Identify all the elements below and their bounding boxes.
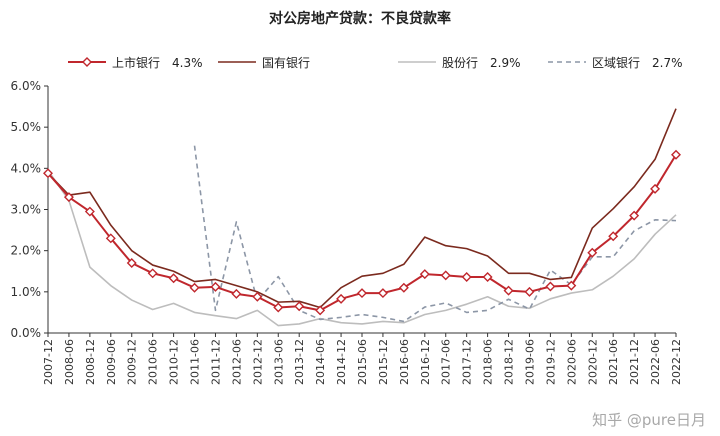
legend-label: 国有银行 xyxy=(262,56,310,70)
data-point-marker xyxy=(587,247,598,258)
legend-label: 股份行 xyxy=(442,56,478,70)
data-point-marker xyxy=(315,305,326,316)
data-point-marker xyxy=(168,273,179,284)
x-tick-label: 2020-06 xyxy=(565,339,578,385)
y-tick-label: 0.0% xyxy=(11,326,42,340)
y-tick-label: 5.0% xyxy=(11,120,42,134)
x-tick-label: 2018-12 xyxy=(503,339,516,385)
x-tick-label: 2008-12 xyxy=(84,339,97,385)
data-point-marker xyxy=(419,269,430,280)
data-point-marker xyxy=(566,280,577,291)
x-tick-label: 2017-12 xyxy=(461,339,474,385)
x-tick-label: 2014-12 xyxy=(335,339,348,385)
y-tick-label: 2.0% xyxy=(11,244,42,258)
x-tick-label: 2015-06 xyxy=(356,339,369,385)
y-tick-label: 6.0% xyxy=(11,79,42,93)
data-point-marker xyxy=(608,231,619,242)
data-point-marker xyxy=(210,281,221,292)
y-tick-label: 3.0% xyxy=(11,203,42,217)
x-tick-label: 2016-06 xyxy=(398,339,411,385)
legend-label: 区域银行 xyxy=(592,56,640,70)
x-tick-label: 2007-12 xyxy=(42,339,55,385)
data-point-marker xyxy=(398,282,409,293)
data-point-marker xyxy=(357,288,367,299)
data-point-marker xyxy=(650,183,661,194)
x-tick-label: 2016-12 xyxy=(419,339,432,385)
x-tick-label: 2022-12 xyxy=(670,339,683,385)
data-point-marker xyxy=(545,281,556,292)
data-point-marker xyxy=(524,286,535,297)
chart-title: 对公房地产贷款：不良贷款率 xyxy=(269,11,451,27)
series-line-3 xyxy=(193,145,677,323)
data-point-marker xyxy=(252,291,263,302)
x-tick-label: 2022-06 xyxy=(649,339,662,385)
x-tick-label: 2015-12 xyxy=(377,339,390,385)
series-line-1 xyxy=(47,108,677,309)
x-tick-label: 2010-12 xyxy=(168,339,181,385)
x-tick-label: 2020-12 xyxy=(586,339,599,385)
data-point-marker xyxy=(629,210,640,221)
y-tick-label: 4.0% xyxy=(11,161,42,175)
x-tick-label: 2011-12 xyxy=(209,339,222,385)
legend-swatch-marker xyxy=(82,57,92,67)
series-line-2 xyxy=(47,169,677,327)
data-point-marker xyxy=(84,206,95,217)
x-tick-label: 2019-06 xyxy=(523,339,536,385)
data-point-marker xyxy=(105,233,116,244)
data-point-marker xyxy=(503,285,514,296)
watermark-text: 知乎 @pure日月 xyxy=(592,411,706,429)
data-point-marker xyxy=(126,258,137,269)
x-tick-label: 2009-06 xyxy=(105,339,118,385)
data-point-marker xyxy=(377,288,388,299)
x-tick-label: 2021-06 xyxy=(607,339,620,385)
data-point-marker xyxy=(461,272,472,283)
data-point-marker xyxy=(231,288,242,299)
x-tick-label: 2021-12 xyxy=(628,339,641,385)
data-point-marker xyxy=(147,268,158,279)
x-tick-label: 2011-06 xyxy=(189,339,202,385)
data-point-marker xyxy=(63,192,74,203)
series-line-0 xyxy=(47,154,677,312)
x-tick-label: 2014-06 xyxy=(314,339,327,385)
x-tick-label: 2012-12 xyxy=(251,339,264,385)
x-tick-label: 2010-06 xyxy=(147,339,160,385)
y-tick-label: 1.0% xyxy=(11,285,42,299)
legend-value: 4.3% xyxy=(172,56,203,70)
data-point-marker xyxy=(482,272,493,283)
x-tick-label: 2018-06 xyxy=(482,339,495,385)
data-point-marker xyxy=(43,168,53,179)
x-tick-label: 2012-06 xyxy=(230,339,243,385)
data-point-marker xyxy=(273,302,284,313)
data-point-marker xyxy=(671,149,681,160)
x-tick-label: 2009-12 xyxy=(126,339,139,385)
data-point-marker xyxy=(294,301,305,312)
x-tick-label: 2008-06 xyxy=(63,339,76,385)
data-point-marker xyxy=(189,282,200,293)
data-point-marker xyxy=(336,293,347,304)
x-tick-label: 2019-12 xyxy=(544,339,557,385)
x-tick-label: 2013-12 xyxy=(293,339,306,385)
legend-label: 上市银行 xyxy=(112,55,160,70)
x-tick-label: 2017-06 xyxy=(440,339,453,385)
legend-value: 2.7% xyxy=(652,56,683,70)
data-point-marker xyxy=(440,270,451,281)
legend-value: 2.9% xyxy=(490,56,521,70)
x-tick-label: 2013-06 xyxy=(272,339,285,385)
